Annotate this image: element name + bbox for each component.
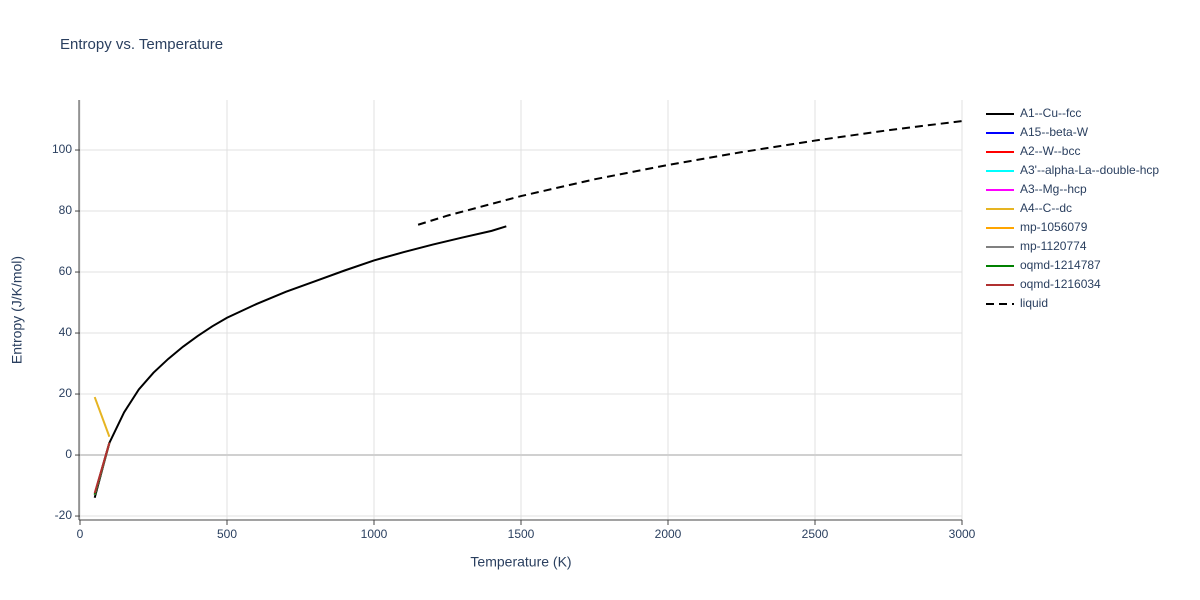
y-axis-title: Entropy (J/K/mol) <box>9 256 25 364</box>
legend-label: mp-1056079 <box>1020 220 1088 234</box>
legend-label: A4--C--dc <box>1020 201 1072 215</box>
x-axis-title: Temperature (K) <box>470 554 571 570</box>
y-tick-label: -20 <box>55 508 73 522</box>
legend-label: oqmd-1216034 <box>1020 277 1101 291</box>
y-tick-label: 100 <box>52 142 72 156</box>
y-tick-label: 40 <box>59 325 73 339</box>
x-tick-label: 500 <box>217 527 237 541</box>
legend-label: liquid <box>1020 296 1048 310</box>
chart-title: Entropy vs. Temperature <box>60 36 223 53</box>
legend-label: A2--W--bcc <box>1020 144 1080 158</box>
legend-label: A15--beta-W <box>1020 125 1089 139</box>
y-tick-label: 0 <box>65 447 72 461</box>
series-line <box>93 442 111 494</box>
series-line <box>93 396 111 438</box>
x-tick-label: 0 <box>77 527 84 541</box>
legend-label: A3'--alpha-La--double-hcp <box>1020 163 1159 177</box>
x-tick-label: 3000 <box>949 527 976 541</box>
series-line <box>93 225 507 498</box>
x-tick-label: 1000 <box>361 527 388 541</box>
legend-label: A1--Cu--fcc <box>1020 106 1081 120</box>
x-tick-label: 2000 <box>655 527 682 541</box>
legend-label: oqmd-1214787 <box>1020 258 1101 272</box>
series-line <box>417 120 963 226</box>
y-tick-label: 80 <box>59 203 73 217</box>
y-tick-label: 20 <box>59 386 73 400</box>
legend-label: mp-1120774 <box>1020 239 1087 253</box>
y-tick-label: 60 <box>59 264 73 278</box>
x-tick-label: 2500 <box>802 527 829 541</box>
legend-label: A3--Mg--hcp <box>1020 182 1087 196</box>
x-tick-label: 1500 <box>508 527 535 541</box>
